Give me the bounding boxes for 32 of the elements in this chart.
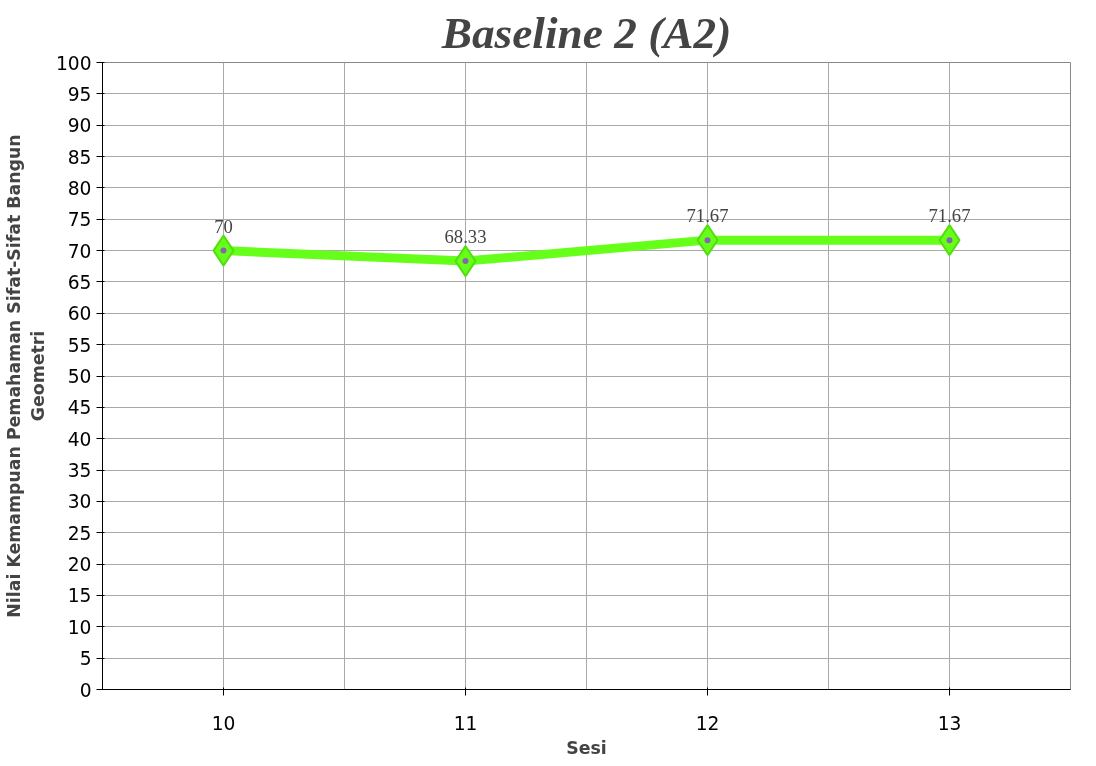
y-tick-label: 75: [67, 209, 92, 231]
data-label: 70: [214, 215, 233, 237]
y-tick-label: 35: [67, 460, 92, 482]
x-tick-label: 12: [695, 712, 720, 734]
y-tick-label: 5: [79, 648, 92, 670]
y-tick-label: 40: [67, 428, 92, 450]
y-tick-label: 15: [67, 585, 92, 607]
y-tick-label: 70: [67, 240, 92, 262]
y-tick-label: 95: [67, 83, 92, 105]
y-tick-label: 25: [67, 522, 92, 544]
y-tick-label: 100: [55, 52, 92, 74]
y-tick-label: 30: [67, 491, 92, 513]
chart-title: Baseline 2 (A2): [440, 7, 732, 58]
x-tick-label: 11: [453, 712, 478, 734]
y-tick-label: 10: [67, 616, 92, 638]
y-tick-label: 60: [67, 303, 92, 325]
data-label: 71.67: [928, 205, 971, 227]
x-tick-label: 13: [937, 712, 962, 734]
y-tick-label: 85: [67, 146, 92, 168]
y-tick-label: 45: [67, 397, 92, 419]
y-tick-label: 50: [67, 366, 92, 387]
y-tick-label: 90: [67, 115, 92, 137]
data-label: 71.67: [686, 205, 729, 227]
x-tick-label: 10: [211, 712, 236, 734]
y-tick-label: 20: [67, 554, 92, 576]
x-axis-title: Sesi: [566, 737, 607, 758]
y-tick-label: 0: [79, 679, 92, 701]
y-tick-label: 55: [67, 334, 92, 356]
y-axis-title: Nilai Kemampuan Pemahaman Sifat-Sifat Bangun Geometri: [3, 134, 48, 618]
data-label: 68.33: [444, 226, 487, 248]
y-tick-label: 65: [67, 271, 92, 293]
y-tick-label: 80: [67, 177, 92, 199]
